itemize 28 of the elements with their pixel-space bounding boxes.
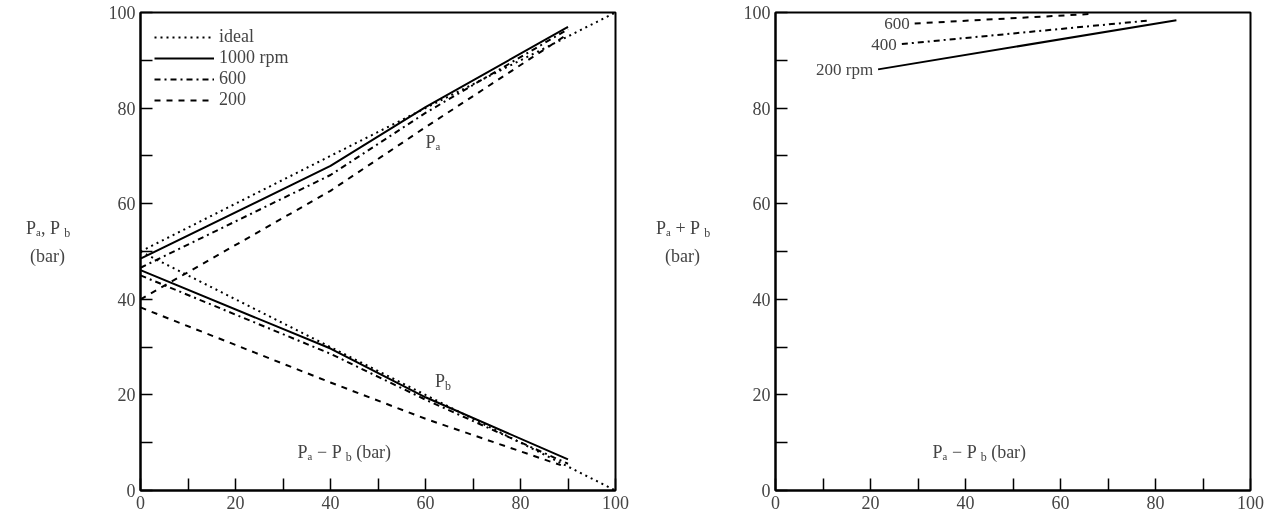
x-tick-label: 60 [416, 492, 435, 513]
y-tick-label: 40 [117, 289, 136, 310]
legend-label: 600 [219, 68, 246, 89]
y-tick-label: 100 [108, 3, 136, 23]
series-label: 600 [884, 13, 910, 33]
x-tick-label: 40 [956, 492, 975, 513]
legend-label: ideal [219, 26, 254, 47]
x-tick-label: 20 [226, 492, 245, 513]
y-tick-label: 40 [752, 289, 771, 310]
y-tick-label: 60 [117, 194, 136, 215]
y-tick-label: 80 [117, 98, 136, 119]
annotation: Pₐ [425, 131, 441, 152]
x-tick-label: 80 [1146, 492, 1165, 513]
x-tick-label: 40 [321, 492, 340, 513]
series-label: 400 [871, 34, 897, 54]
x-tick-label: 20 [861, 492, 880, 513]
y-tick-label: 100 [743, 3, 771, 23]
y-tick-label: 80 [752, 98, 771, 119]
series-label: 200 rpm [815, 59, 874, 79]
legend-label: 1000 rpm [219, 47, 289, 68]
x-tick-label: 100 [602, 492, 629, 513]
y-tick-label: 60 [752, 194, 771, 215]
x-tick-label: 100 [1237, 492, 1264, 513]
x-tick-label: 60 [1051, 492, 1070, 513]
legend-label: 200 [219, 89, 246, 110]
x-tick-label: 80 [511, 492, 530, 513]
y-tick-label: 20 [752, 385, 771, 406]
y-tick-label: 20 [117, 385, 136, 406]
